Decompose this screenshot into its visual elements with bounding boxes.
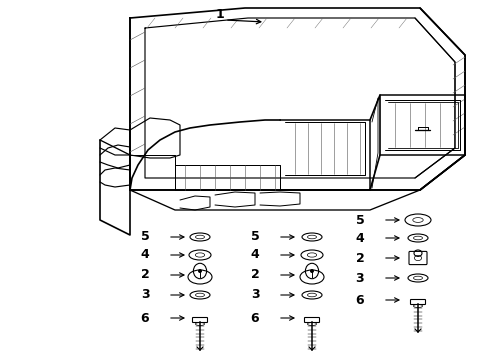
Text: 5: 5	[141, 230, 149, 243]
Text: 3: 3	[141, 288, 149, 302]
Text: 4: 4	[355, 231, 364, 244]
Text: 2: 2	[141, 269, 149, 282]
Text: 4: 4	[250, 248, 259, 261]
Circle shape	[309, 269, 313, 273]
Text: 1: 1	[215, 9, 224, 22]
Text: 3: 3	[250, 288, 259, 302]
Text: 5: 5	[250, 230, 259, 243]
Text: 2: 2	[355, 252, 364, 265]
Text: 6: 6	[250, 311, 259, 324]
Circle shape	[198, 269, 202, 273]
Text: 6: 6	[355, 293, 364, 306]
Text: 2: 2	[250, 269, 259, 282]
Text: 5: 5	[355, 213, 364, 226]
Text: 4: 4	[141, 248, 149, 261]
Text: 6: 6	[141, 311, 149, 324]
Text: 3: 3	[355, 271, 364, 284]
